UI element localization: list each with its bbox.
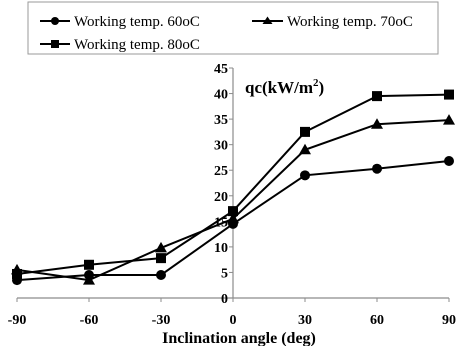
data-point-square [300, 126, 310, 137]
y-tick-label: 25 [214, 164, 228, 179]
legend-label-80: Working temp. 80oC [74, 37, 200, 53]
legend-entry-80: Working temp. 80oC [40, 37, 200, 53]
legend-marker-80 [51, 40, 59, 48]
legend-entry-60: Working temp. 60oC [40, 14, 200, 30]
data-point-square [156, 253, 166, 264]
x-tick-label: 0 [230, 313, 237, 328]
data-point-circle [300, 170, 310, 181]
data-point-square [84, 259, 94, 270]
x-ticks: -90 -60 -30 0 30 60 90 [8, 298, 456, 328]
data-point-triangle [83, 274, 95, 285]
data-point-square [372, 91, 382, 102]
data-point-triangle [155, 241, 167, 253]
x-tick-label: 30 [298, 313, 312, 328]
legend-marker-70 [262, 16, 273, 24]
x-axis-label: Inclination angle (deg) [162, 330, 316, 346]
y-tick-label: 35 [214, 113, 228, 128]
data-point-square [444, 89, 454, 100]
legend-label-60: Working temp. 60oC [74, 14, 200, 30]
y-tick-label: 30 [214, 139, 228, 154]
x-tick-label: 60 [370, 313, 384, 328]
y-tick-label: 20 [214, 190, 228, 205]
y-axis-label: qc(kW/m2) [245, 77, 324, 97]
legend-box [27, 1, 439, 55]
y-axis-label-close: ) [319, 78, 325, 97]
y-tick-label: 45 [214, 62, 228, 77]
x-tick-label: -60 [80, 313, 99, 328]
y-axis-label-sup: 2 [313, 77, 319, 89]
legend-entry-70: Working temp. 70oC [252, 14, 413, 30]
y-tick-label: 40 [214, 88, 228, 103]
y-tick-label: 0 [221, 292, 228, 307]
series-layer [11, 89, 455, 286]
data-point-triangle [227, 212, 239, 224]
data-point-triangle [371, 118, 383, 129]
y-axis-label-main: qc(kW/m [245, 78, 313, 97]
y-tick-label: 10 [214, 241, 228, 256]
data-point-square [228, 206, 238, 217]
data-point-circle [372, 163, 382, 174]
x-tick-label: -30 [152, 313, 171, 328]
x-tick-label: -90 [8, 313, 27, 328]
data-point-circle [444, 156, 454, 167]
data-point-triangle [299, 143, 311, 155]
legend-marker-60 [51, 17, 59, 25]
legend-label-70: Working temp. 70oC [287, 14, 413, 30]
data-point-circle [156, 270, 166, 280]
y-tick-label: 5 [221, 266, 228, 281]
data-point-square [12, 268, 22, 279]
data-point-triangle [443, 114, 455, 125]
x-tick-label: 90 [442, 313, 456, 328]
